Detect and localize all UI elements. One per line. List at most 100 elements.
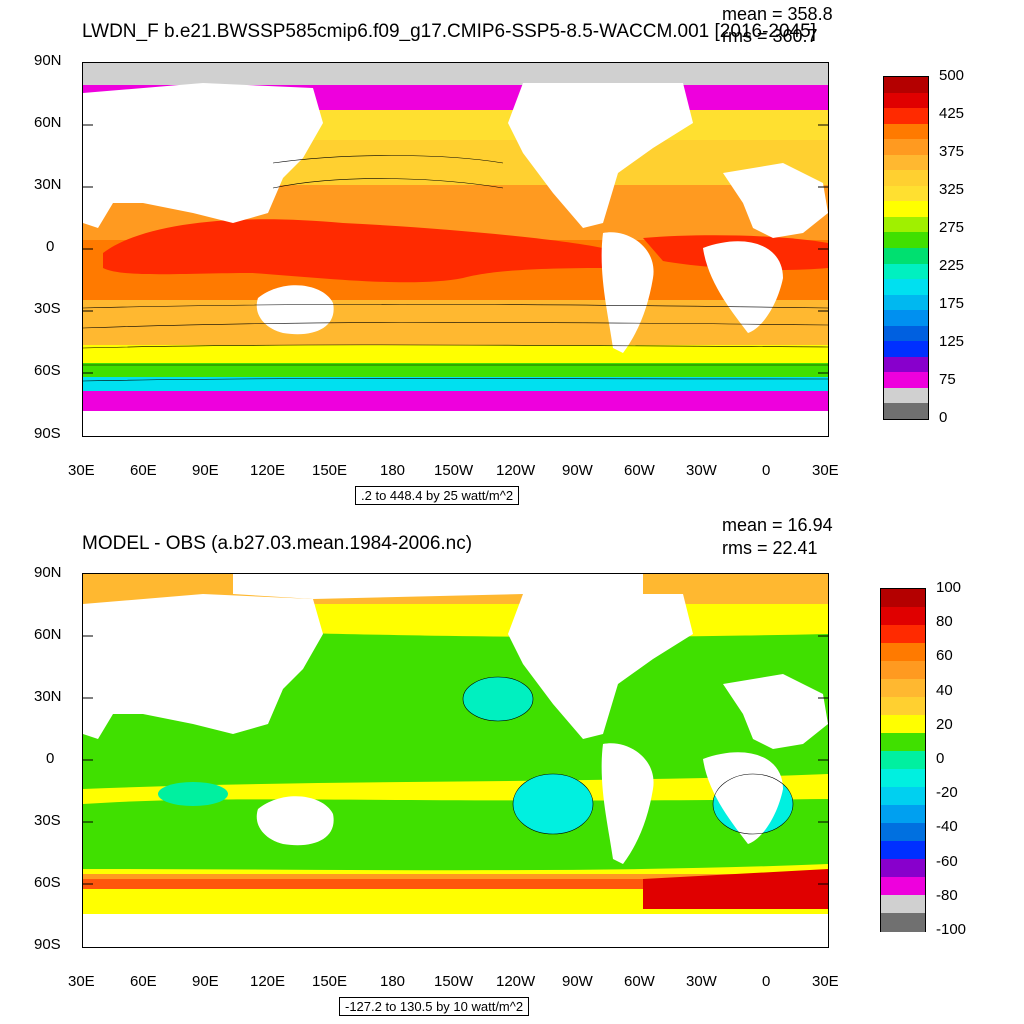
p2-land-australia <box>256 796 334 846</box>
p2-lon-0: 0 <box>762 973 771 990</box>
p1-lon-150e: 150E <box>312 462 348 479</box>
p2-lon-60w: 60W <box>624 973 655 990</box>
panel1-colorbar-swatch <box>884 108 928 125</box>
p1-lat-60s: 60S <box>34 362 61 379</box>
p2-lat-60n: 60N <box>34 626 62 643</box>
panel2-colorbar-swatch <box>881 823 925 842</box>
panel2-colorbar-swatch <box>881 769 925 788</box>
p1-ticks <box>83 124 828 374</box>
panel1-colorbar-label: 375 <box>939 143 965 160</box>
panel2-colorbar-swatch <box>881 643 925 662</box>
p2-land-south <box>83 914 828 947</box>
p2-lon-150w: 150W <box>434 973 474 990</box>
panel2-title: MODEL - OBS (a.b27.03.mean.1984-2006.nc) <box>82 533 473 554</box>
p1-range-label: .2 to 448.4 by 25 watt/m^2 <box>355 486 520 505</box>
panel1-colorbar-swatch <box>884 325 928 342</box>
panel1-colorbar-label: 75 <box>939 371 956 388</box>
panel2-colorbar-swatch <box>881 895 925 914</box>
p1-land-north-america <box>508 83 693 228</box>
panel2-colorbar-swatch <box>881 589 925 608</box>
p1-lon-150w: 150W <box>434 462 474 479</box>
panel1-title: LWDN_F b.e21.BWSSP585cmip6.f09_g17.CMIP6… <box>82 21 816 42</box>
p1-lon-30e: 30E <box>68 462 95 479</box>
p2-cyan-sepac <box>513 774 593 834</box>
panel1-colorbar-swatch <box>884 232 928 249</box>
panel1-colorbar-swatch <box>884 77 928 94</box>
panel2-map <box>82 573 829 948</box>
p2-lon-120w: 120W <box>496 973 536 990</box>
panel1-colorbar-swatch <box>884 372 928 389</box>
panel1-colorbar-label: 500 <box>939 67 965 84</box>
p1-lon-60e: 60E <box>130 462 157 479</box>
p1-band-land-south <box>83 411 828 436</box>
panel2-colorbar-swatch <box>881 733 925 752</box>
panel1-map-svg <box>83 63 828 436</box>
panel1-colorbar-swatch <box>884 403 928 420</box>
p1-lon-90w: 90W <box>562 462 593 479</box>
panel1-colorbar-label: 425 <box>939 105 965 122</box>
panel1-colorbar <box>883 76 929 420</box>
panel2-colorbar-swatch <box>881 913 925 932</box>
p2-lon-30w: 30W <box>686 973 717 990</box>
panel2-colorbar-label: -80 <box>936 886 958 904</box>
panel2-colorbar-label: 20 <box>936 715 953 733</box>
panel2-colorbar-label: -20 <box>936 784 958 802</box>
p1-lat-90s: 90S <box>34 425 61 442</box>
p2-lon-30e: 30E <box>68 973 95 990</box>
p1-lat-60n: 60N <box>34 114 62 131</box>
panel1-colorbar-label: 225 <box>939 257 965 274</box>
p2-land-africa <box>703 752 783 844</box>
panel1-mean: mean = 358.8 <box>722 4 833 24</box>
panel2-colorbar-swatch <box>881 787 925 806</box>
panel2-colorbar-label: 40 <box>936 681 953 699</box>
p2-land-north-america <box>508 594 693 739</box>
p1-lat-90n: 90N <box>34 52 62 69</box>
panel1-rms: rms = 360.7 <box>722 26 818 46</box>
panel1-colorbar-swatch <box>884 310 928 327</box>
p2-range-label: -127.2 to 130.5 by 10 watt/m^2 <box>339 997 530 1016</box>
p2-lon-90w: 90W <box>562 973 593 990</box>
panel2-colorbar-swatch <box>881 877 925 896</box>
p2-lon-90e: 90E <box>192 973 219 990</box>
panel1-colorbar-swatch <box>884 216 928 233</box>
panel2-colorbar-label: 100 <box>936 579 962 596</box>
p1-lon-60w: 60W <box>624 462 655 479</box>
p2-lat-0: 0 <box>46 750 55 767</box>
panel1-colorbar-swatch <box>884 185 928 202</box>
p1-band-antarctic <box>83 391 828 411</box>
p2-lon-30e-end: 30E <box>812 973 839 990</box>
p2-land-europe <box>723 674 828 749</box>
panel1-colorbar-label: 0 <box>939 409 948 426</box>
p1-lat-30n: 30N <box>34 176 62 193</box>
panel2-colorbar-swatch <box>881 859 925 878</box>
panel1-colorbar-swatch <box>884 139 928 156</box>
panel1-colorbar-label: 275 <box>939 219 965 236</box>
panel2-mean: mean = 16.94 <box>722 515 833 535</box>
p1-lon-120e: 120E <box>250 462 286 479</box>
panel2-colorbar <box>880 588 926 932</box>
panel2-colorbar-swatch <box>881 841 925 860</box>
panel1-colorbar-swatch <box>884 92 928 109</box>
p2-contours <box>462 676 794 835</box>
panel2-colorbar-label: 80 <box>936 613 953 631</box>
panel1-colorbar-swatch <box>884 279 928 296</box>
panel1-colorbar-swatch <box>884 387 928 404</box>
p1-lon-30e-end: 30E <box>812 462 839 479</box>
p2-lon-180: 180 <box>380 973 406 990</box>
panel2-colorbar-swatch <box>881 715 925 734</box>
panel2-colorbar-swatch <box>881 661 925 680</box>
panel2-colorbar-label: 0 <box>936 750 945 767</box>
p2-land-asia <box>83 594 323 739</box>
p2-lon-120e: 120E <box>250 973 286 990</box>
panel1-colorbar-swatch <box>884 263 928 280</box>
p2-lat-90n: 90N <box>34 564 62 581</box>
p1-land-europe <box>723 163 828 238</box>
panel1-colorbar-swatch <box>884 248 928 265</box>
p1-band-green <box>83 363 828 377</box>
panel1-colorbar-swatch <box>884 154 928 171</box>
panel2-colorbar-swatch <box>881 625 925 644</box>
panel1-colorbar-label: 125 <box>939 333 965 350</box>
p1-land-africa <box>703 241 783 333</box>
p2-land-south-america <box>601 743 654 864</box>
panel1-colorbar-swatch <box>884 201 928 218</box>
